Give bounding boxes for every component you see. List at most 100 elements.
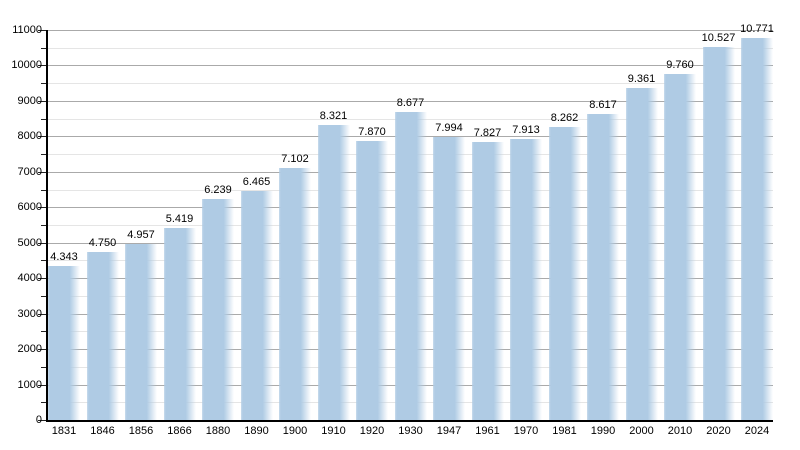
bar xyxy=(741,38,773,420)
y-major-tick xyxy=(38,136,46,138)
y-minor-tick xyxy=(41,83,46,85)
bar xyxy=(625,88,658,420)
y-major-tick xyxy=(38,65,46,67)
x-axis-label: 1846 xyxy=(90,425,115,437)
bar xyxy=(433,136,465,420)
x-axis-label: 1856 xyxy=(128,425,154,437)
bar-value-label: 7.827 xyxy=(473,127,502,140)
bar-value-label: 9.760 xyxy=(666,58,694,71)
bar xyxy=(702,46,735,420)
bar-value-label: 5.419 xyxy=(165,212,194,225)
y-axis-label: 2000 xyxy=(17,343,42,356)
y-major-tick xyxy=(38,313,46,315)
x-axis-label: 1831 xyxy=(51,425,77,437)
x-axis-label: 1880 xyxy=(205,425,231,437)
y-axis-label: 0 xyxy=(35,414,42,426)
bar xyxy=(510,139,542,420)
y-axis-label: 7000 xyxy=(17,165,42,178)
bar xyxy=(240,190,273,420)
bar xyxy=(86,251,119,420)
y-major-tick xyxy=(38,349,46,351)
bar xyxy=(48,266,80,420)
y-axis-line xyxy=(46,30,48,422)
bar-value-label: 6.465 xyxy=(242,175,271,188)
x-axis-label: 1981 xyxy=(552,425,577,437)
minor-gridline xyxy=(48,47,773,49)
bar-value-label: 4.957 xyxy=(127,229,155,242)
bar-value-label: 4.343 xyxy=(50,251,78,264)
y-minor-tick xyxy=(41,47,46,49)
y-major-tick xyxy=(38,30,46,31)
y-major-tick xyxy=(38,420,46,421)
y-axis-label: 11000 xyxy=(12,24,42,36)
y-axis-label: 9000 xyxy=(17,94,42,107)
bar-value-label: 7.913 xyxy=(512,124,540,137)
major-gridline xyxy=(48,30,773,31)
y-axis-label: 5000 xyxy=(17,236,42,249)
bar xyxy=(664,73,696,420)
bar xyxy=(471,142,504,420)
y-major-tick xyxy=(38,242,46,244)
bar-value-label: 9.361 xyxy=(627,73,656,86)
bar xyxy=(394,112,427,420)
y-axis-label: 10000 xyxy=(11,59,42,72)
bar xyxy=(202,198,234,420)
bar xyxy=(163,227,196,420)
x-axis-label: 1947 xyxy=(436,425,462,437)
bar-value-label: 4.750 xyxy=(88,236,117,249)
y-axis-label: 6000 xyxy=(17,201,42,214)
y-minor-tick xyxy=(41,189,46,191)
y-axis-label: 8000 xyxy=(17,130,42,143)
y-minor-tick xyxy=(41,225,46,226)
bar-value-label: 7.102 xyxy=(281,153,309,166)
minor-gridline xyxy=(48,83,773,85)
y-minor-tick xyxy=(41,260,46,262)
x-axis-label: 1930 xyxy=(398,425,423,437)
y-minor-tick xyxy=(41,154,46,156)
y-axis-label: 4000 xyxy=(17,272,42,285)
x-axis-label: 2020 xyxy=(706,425,731,437)
bar xyxy=(548,127,581,420)
bar xyxy=(279,168,311,420)
x-axis-label: 2024 xyxy=(744,425,770,437)
x-axis-label: 1866 xyxy=(167,425,192,437)
y-minor-tick xyxy=(41,331,46,333)
x-axis-line xyxy=(46,420,773,422)
y-major-tick xyxy=(38,171,46,173)
x-axis-label: 2010 xyxy=(667,425,693,437)
y-axis-label: 3000 xyxy=(17,307,42,320)
bar-value-label: 7.870 xyxy=(358,125,386,138)
x-axis-label: 1961 xyxy=(475,425,500,437)
bar-value-label: 10.771 xyxy=(740,23,774,36)
y-major-tick xyxy=(38,278,46,280)
major-gridline xyxy=(48,65,773,67)
x-axis-label: 1920 xyxy=(359,425,385,437)
major-gridline xyxy=(48,100,773,102)
bar-value-label: 8.321 xyxy=(319,109,348,122)
bar-value-label: 6.239 xyxy=(204,183,232,196)
x-axis-label: 2000 xyxy=(629,425,654,437)
y-axis-label: 1000 xyxy=(17,378,42,391)
bar-value-label: 8.617 xyxy=(589,99,617,112)
y-minor-tick xyxy=(41,402,46,404)
y-minor-tick xyxy=(41,366,46,368)
x-axis-label: 1970 xyxy=(513,425,539,437)
y-minor-tick xyxy=(41,118,46,120)
y-major-tick xyxy=(38,100,46,102)
y-major-tick xyxy=(38,384,46,386)
bar-value-label: 8.677 xyxy=(396,97,425,110)
x-axis-label: 1990 xyxy=(590,425,616,437)
bar-value-label: 8.262 xyxy=(550,112,579,125)
bar xyxy=(356,140,388,420)
x-axis-label: 1910 xyxy=(321,425,346,437)
x-axis-label: 1900 xyxy=(282,425,308,437)
y-minor-tick xyxy=(41,295,46,297)
x-axis-label: 1890 xyxy=(244,425,269,437)
bar xyxy=(125,244,157,420)
bar-value-label: 7.994 xyxy=(435,121,463,134)
bar-value-label: 10.527 xyxy=(701,31,736,44)
bar xyxy=(317,124,350,420)
bar xyxy=(587,114,619,420)
